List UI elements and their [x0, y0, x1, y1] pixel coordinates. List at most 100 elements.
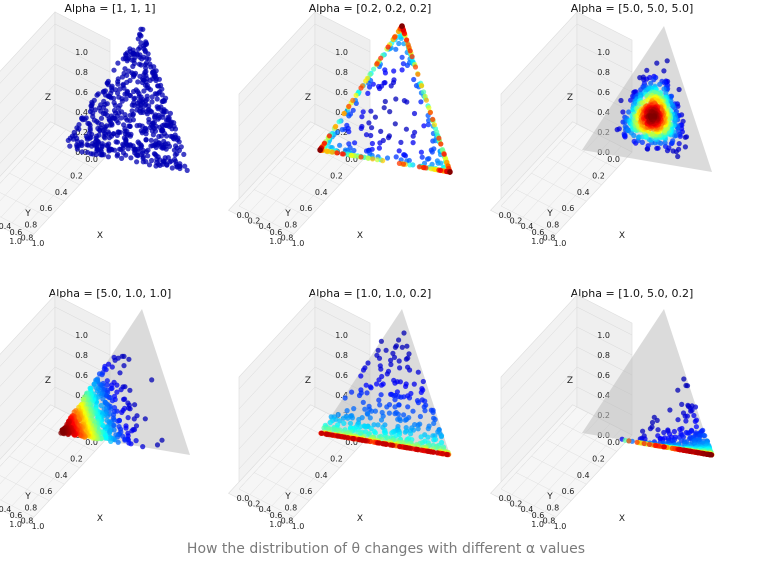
data-point: [344, 122, 350, 128]
y-tick-label: 0.0: [607, 438, 620, 447]
data-point: [167, 110, 173, 116]
data-point: [391, 77, 397, 83]
data-point: [337, 142, 343, 148]
data-point: [649, 419, 656, 426]
y-tick-label: 0.6: [300, 204, 313, 213]
data-point: [441, 151, 447, 157]
data-point: [679, 425, 685, 432]
data-point: [438, 434, 444, 440]
data-point: [325, 148, 331, 154]
gridline: [0, 135, 78, 218]
data-point: [404, 343, 410, 349]
data-point: [378, 366, 384, 372]
data-point: [350, 107, 356, 113]
data-point: [403, 126, 409, 132]
data-point: [137, 73, 143, 79]
data-point: [127, 46, 133, 52]
panel-title: Alpha = [1.0, 1.0, 0.2]: [309, 287, 432, 300]
data-point: [647, 74, 653, 81]
data-point: [150, 132, 156, 138]
gridline: [0, 129, 67, 202]
data-point: [689, 449, 695, 455]
z-tick-label: 0.2: [75, 128, 88, 137]
data-point: [670, 138, 676, 144]
y-tick-label: 0.2: [70, 454, 83, 463]
data-point: [182, 163, 188, 169]
data-point: [154, 142, 160, 148]
data-point: [684, 413, 691, 419]
data-point: [143, 98, 149, 104]
data-point: [427, 109, 433, 116]
y-tick-label: 1.0: [9, 237, 22, 246]
gridline: [238, 23, 316, 107]
panel-1: Alpha = [1, 1, 1]0.00.20.40.60.81.0Z0.00…: [0, 2, 190, 248]
data-point: [402, 429, 408, 435]
data-point: [133, 438, 139, 444]
data-point: [410, 408, 416, 414]
gridline: [0, 216, 35, 235]
data-point: [656, 443, 662, 449]
gridline: [238, 63, 316, 147]
data-point: [149, 377, 155, 383]
data-point: [676, 146, 682, 152]
x-axis-label: X: [357, 514, 363, 524]
data-point: [152, 113, 158, 120]
data-point: [385, 135, 392, 141]
y-tick-label: 0.4: [577, 471, 590, 480]
x-tick-label: 0.6: [532, 228, 545, 237]
data-point: [120, 150, 127, 156]
z-tick-label: 0.2: [335, 128, 348, 137]
data-point: [115, 120, 121, 126]
data-point: [131, 88, 137, 95]
data-point: [647, 426, 654, 432]
gridline: [544, 146, 622, 229]
data-point: [140, 155, 146, 161]
gridline: [284, 156, 340, 186]
data-point: [358, 125, 364, 131]
data-point: [618, 97, 624, 104]
y-tick-label: 1.0: [531, 237, 544, 246]
data-point: [341, 110, 347, 116]
data-point: [379, 441, 386, 447]
y-tick-label: 0.6: [40, 204, 53, 213]
x-tick-label: 0.2: [510, 217, 523, 226]
data-point: [327, 419, 333, 426]
data-point: [378, 392, 384, 398]
data-point: [159, 123, 166, 129]
data-point: [151, 151, 157, 157]
data-point: [131, 100, 137, 106]
x-tick-label: 0.2: [248, 217, 261, 226]
data-point: [134, 159, 140, 165]
data-point: [353, 92, 359, 98]
data-point: [375, 440, 381, 446]
x-tick-label: 0.4: [0, 222, 11, 231]
data-point: [360, 109, 366, 115]
data-point: [138, 40, 144, 46]
data-point: [402, 417, 408, 423]
data-point: [419, 83, 425, 89]
y-tick-label: 0.0: [345, 155, 358, 164]
data-point: [104, 417, 110, 423]
data-point: [366, 120, 372, 126]
data-point: [95, 120, 101, 126]
y-tick-label: 0.8: [24, 504, 37, 513]
x-tick-label: 0.6: [10, 511, 23, 520]
data-point: [102, 135, 108, 141]
data-point: [350, 435, 356, 442]
data-point: [381, 80, 387, 86]
data-point: [397, 365, 403, 371]
x-tick-label: 0.8: [21, 233, 34, 242]
data-point: [90, 151, 96, 157]
gridline: [282, 146, 360, 229]
data-point: [654, 417, 660, 423]
data-point: [359, 114, 365, 120]
data-point: [400, 61, 406, 67]
data-point: [166, 117, 172, 123]
data-point: [398, 139, 404, 145]
data-point: [126, 356, 132, 362]
data-point: [385, 44, 391, 50]
data-point: [116, 424, 122, 430]
data-point: [648, 80, 654, 86]
data-point: [148, 143, 154, 149]
y-tick-label: 0.2: [592, 171, 605, 180]
